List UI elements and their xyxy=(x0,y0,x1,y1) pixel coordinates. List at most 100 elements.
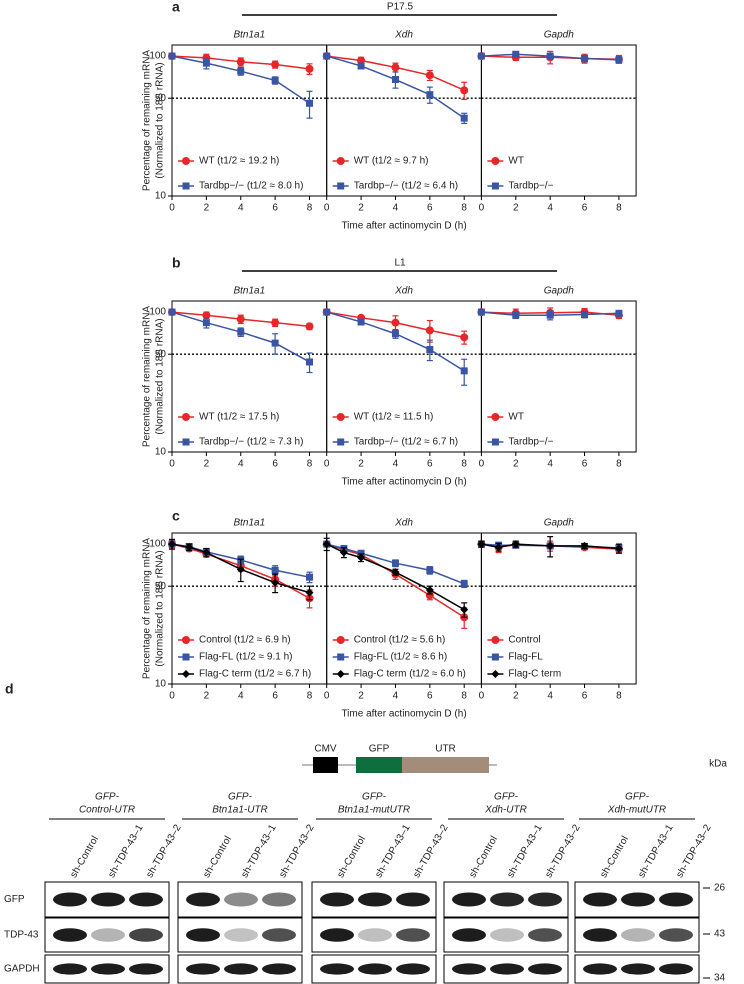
legend-label: Tardbp−/− xyxy=(508,181,553,192)
data-point xyxy=(581,55,589,63)
legend-marker xyxy=(182,157,190,165)
y-tick-label: 10 xyxy=(155,447,167,458)
kda-label: kDa xyxy=(709,759,727,770)
legend-label: WT xyxy=(508,412,524,423)
data-point xyxy=(425,326,434,335)
data-point xyxy=(460,114,468,122)
x-tick-label: 8 xyxy=(461,459,467,470)
x-tick-label: 2 xyxy=(204,459,210,470)
y-tick-label: 100 xyxy=(149,539,166,550)
x-axis-label: Time after actinomycin D (h) xyxy=(341,221,466,232)
band xyxy=(358,928,392,942)
construct-label: GFP xyxy=(369,744,390,755)
x-tick-label: 0 xyxy=(169,459,175,470)
band xyxy=(452,963,486,975)
x-tick-label: 4 xyxy=(393,203,399,214)
legend-marker xyxy=(182,413,190,421)
data-point xyxy=(546,541,555,550)
band xyxy=(490,928,524,942)
construct-label: UTR xyxy=(435,744,456,755)
lane-label: sh-Control xyxy=(201,834,234,879)
band xyxy=(262,928,296,942)
x-tick-label: 0 xyxy=(479,459,485,470)
plot-frame xyxy=(480,300,637,453)
data-point xyxy=(236,57,245,66)
data-point xyxy=(615,56,623,64)
x-tick-label: 6 xyxy=(582,691,588,702)
legend-marker xyxy=(491,653,499,661)
data-point xyxy=(546,311,554,319)
legend-label: WT xyxy=(508,156,524,167)
data-point xyxy=(202,311,211,320)
y-tick-label: 10 xyxy=(155,679,167,690)
legend-label: Tardbp−/− (t1/2 ≈ 6.4 h) xyxy=(354,181,458,192)
y-axis-label: Percentage of remaining mRNA xyxy=(142,50,153,192)
legend-label: Tardbp−/− (t1/2 ≈ 6.7 h) xyxy=(354,437,458,448)
series-line xyxy=(326,543,465,611)
legend-label: Tardbp−/− xyxy=(508,437,553,448)
lane-label: sh-TDP-43–2 xyxy=(411,822,450,879)
blot-frame xyxy=(177,917,303,953)
data-point xyxy=(237,328,245,336)
y-tick-label: 10 xyxy=(155,191,167,202)
data-point xyxy=(236,565,245,574)
band xyxy=(528,928,562,942)
lane-label: sh-Control xyxy=(467,834,500,879)
construct-element xyxy=(356,757,402,773)
data-point xyxy=(391,63,400,72)
data-point xyxy=(339,548,348,557)
band xyxy=(659,892,693,907)
band xyxy=(129,963,163,975)
blot-frame xyxy=(443,954,569,984)
legend-marker xyxy=(182,182,190,190)
legend-marker xyxy=(491,636,500,644)
band xyxy=(186,963,220,975)
legend-label: Flag-C term (t1/2 ≈ 6.0 h) xyxy=(354,669,466,680)
data-point xyxy=(425,71,434,80)
data-point xyxy=(306,99,314,107)
x-tick-label: 0 xyxy=(169,203,175,214)
x-tick-label: 0 xyxy=(324,691,330,702)
data-point xyxy=(305,588,314,597)
band xyxy=(53,928,87,942)
legend-label: WT (t1/2 ≈ 11.5 h) xyxy=(354,412,434,423)
blot-frame xyxy=(177,954,303,984)
blot-frame xyxy=(574,917,700,953)
band xyxy=(91,892,125,907)
x-tick-label: 6 xyxy=(272,459,278,470)
data-point xyxy=(202,319,210,327)
legend-marker xyxy=(337,182,345,190)
data-point xyxy=(271,566,279,574)
data-point xyxy=(305,64,314,73)
data-point xyxy=(271,339,279,347)
group-title: GFP- xyxy=(362,792,387,803)
data-point xyxy=(391,330,399,338)
data-point xyxy=(202,59,210,67)
group-title: Btn1a1-UTR xyxy=(212,805,268,816)
legend-label: Control (t1/2 ≈ 6.9 h) xyxy=(199,635,291,646)
group-title: GFP- xyxy=(625,792,650,803)
data-point xyxy=(306,573,314,581)
band xyxy=(583,963,617,975)
x-tick-label: 6 xyxy=(582,203,588,214)
chart-title: Btn1a1 xyxy=(233,518,265,529)
lane-label: sh-Control xyxy=(335,834,368,879)
y-axis-label: Percentage of remaining mRNA xyxy=(142,538,153,680)
legend-label: WT (t1/2 ≈ 17.5 h) xyxy=(199,412,279,423)
y-tick-label: 50 xyxy=(155,581,167,592)
blot-frame xyxy=(574,954,700,984)
band xyxy=(129,928,163,942)
data-point xyxy=(168,540,176,549)
blot-frame xyxy=(311,917,437,953)
band xyxy=(396,963,430,975)
plot-frame xyxy=(171,300,328,453)
data-point xyxy=(494,543,503,552)
panel-label: b xyxy=(172,255,181,271)
mw-label: 34 xyxy=(714,973,726,984)
x-tick-label: 2 xyxy=(513,459,519,470)
x-tick-label: 8 xyxy=(307,459,313,470)
x-tick-label: 4 xyxy=(393,691,399,702)
data-point xyxy=(425,591,434,600)
group-title: Btn1a1-mutUTR xyxy=(338,805,410,816)
